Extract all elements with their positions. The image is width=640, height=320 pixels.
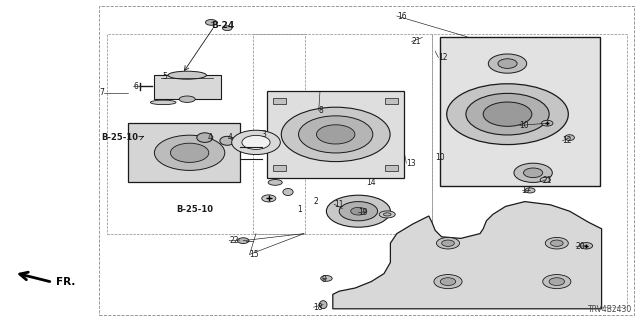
Circle shape (170, 143, 209, 163)
Ellipse shape (319, 301, 327, 308)
Circle shape (339, 202, 378, 221)
Bar (107, 34, 305, 234)
Bar (385, 165, 398, 171)
Bar (253, 34, 432, 234)
Circle shape (488, 54, 527, 73)
Bar (128, 123, 240, 182)
Ellipse shape (541, 120, 553, 126)
Circle shape (498, 59, 517, 68)
Circle shape (232, 130, 280, 155)
Ellipse shape (150, 100, 176, 105)
Text: 15: 15 (250, 250, 259, 259)
Text: 11: 11 (334, 200, 344, 209)
Circle shape (483, 102, 532, 126)
Text: B-24: B-24 (211, 21, 234, 30)
Text: TRV4B2430: TRV4B2430 (588, 305, 632, 314)
Circle shape (316, 125, 355, 144)
Ellipse shape (283, 188, 293, 196)
Text: 21: 21 (543, 176, 552, 185)
Circle shape (442, 240, 454, 246)
Text: 10: 10 (435, 153, 445, 162)
Text: 7: 7 (99, 88, 104, 97)
Text: 17: 17 (522, 186, 531, 195)
Text: 4: 4 (227, 133, 232, 142)
Ellipse shape (379, 211, 396, 218)
Text: 14: 14 (366, 178, 376, 187)
Ellipse shape (540, 177, 550, 182)
Text: 18: 18 (314, 303, 323, 312)
Bar (267, 91, 404, 178)
Text: 4: 4 (208, 133, 213, 142)
Bar (273, 165, 286, 171)
Ellipse shape (565, 135, 575, 140)
Circle shape (543, 275, 571, 289)
Circle shape (466, 93, 549, 135)
Bar (385, 98, 398, 104)
Circle shape (545, 237, 568, 249)
Ellipse shape (321, 276, 332, 281)
Ellipse shape (525, 188, 535, 193)
Circle shape (436, 237, 460, 249)
Text: B-25-10: B-25-10 (101, 133, 138, 142)
Text: 21: 21 (412, 37, 421, 46)
Text: FR.: FR. (56, 277, 76, 287)
Ellipse shape (179, 96, 195, 102)
Ellipse shape (580, 243, 593, 249)
Circle shape (351, 207, 366, 215)
Circle shape (242, 135, 270, 149)
Text: B-25-10: B-25-10 (176, 205, 213, 214)
Circle shape (282, 107, 390, 162)
Polygon shape (333, 202, 602, 309)
Text: 6: 6 (133, 82, 138, 91)
Bar (440, 37, 600, 186)
Text: 10: 10 (520, 121, 529, 130)
Text: 20: 20 (576, 242, 586, 251)
Text: 16: 16 (397, 12, 406, 20)
Bar (154, 75, 221, 99)
Circle shape (440, 278, 456, 285)
Ellipse shape (197, 133, 212, 142)
Bar (99, 6, 634, 315)
Text: 2: 2 (314, 197, 318, 206)
Circle shape (298, 116, 372, 153)
Circle shape (549, 278, 564, 285)
Text: 3: 3 (261, 130, 266, 139)
Ellipse shape (168, 71, 206, 79)
Text: 22: 22 (229, 236, 239, 245)
Text: 9: 9 (322, 275, 327, 284)
Ellipse shape (205, 20, 217, 25)
Ellipse shape (383, 213, 391, 216)
Ellipse shape (262, 195, 276, 202)
Circle shape (154, 135, 225, 171)
Circle shape (434, 275, 462, 289)
Text: 19: 19 (358, 208, 368, 217)
Bar (273, 98, 286, 104)
Text: 8: 8 (319, 106, 323, 115)
Circle shape (514, 163, 552, 182)
Circle shape (550, 240, 563, 246)
Text: 12: 12 (563, 136, 572, 145)
Text: 5: 5 (162, 72, 167, 81)
Text: 12: 12 (438, 53, 448, 62)
Ellipse shape (220, 136, 235, 145)
Circle shape (447, 84, 568, 145)
Circle shape (326, 195, 390, 227)
Ellipse shape (237, 238, 249, 244)
Text: 13: 13 (406, 159, 416, 168)
Text: 1: 1 (298, 205, 302, 214)
Ellipse shape (268, 180, 282, 185)
Ellipse shape (223, 26, 232, 30)
Bar (432, 34, 627, 307)
Circle shape (524, 168, 543, 178)
